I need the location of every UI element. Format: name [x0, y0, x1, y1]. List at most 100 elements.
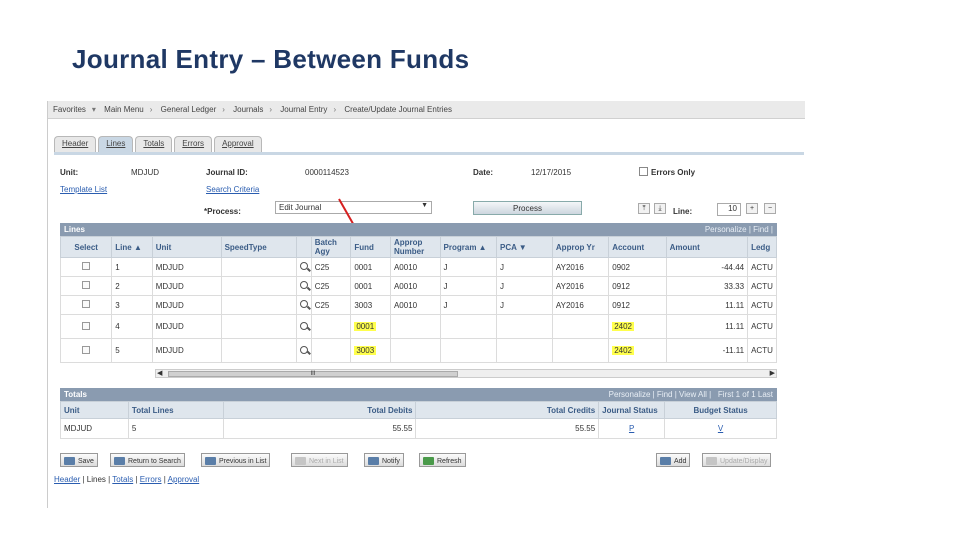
magnifier-lookup-icon[interactable]	[299, 345, 308, 354]
col-line[interactable]: Line ▲	[111, 236, 153, 258]
add-button[interactable]: Add	[656, 453, 691, 467]
row-select-checkbox[interactable]	[82, 262, 91, 270]
table-row[interactable]: 2 MDJUD C25 0001 A0010 J J AY2016 0912 33.33 ACTU	[59, 276, 777, 296]
search-criteria-link[interactable]: Search Criteria	[206, 185, 260, 194]
journal-status-link[interactable]: P	[598, 418, 666, 439]
unit-value: MDJUD	[155, 346, 184, 355]
select-cell	[59, 257, 113, 277]
next-in-list-button: Next in List	[291, 453, 348, 467]
breadcrumb-create-update[interactable]: Create/Update Journal Entries	[344, 105, 452, 114]
footer-link-errors[interactable]: Errors	[139, 475, 162, 484]
template-list-link[interactable]: Template List	[60, 185, 108, 194]
insert-rows-bottom-icon[interactable]: ⤓	[654, 203, 666, 214]
program-value: J	[443, 281, 448, 291]
refresh-button[interactable]: Refresh	[419, 453, 466, 467]
approp-yr-cell: AY2016	[551, 295, 610, 315]
save-button[interactable]: Save	[60, 453, 98, 467]
col-batch-agy[interactable]: Batch Agy	[310, 236, 352, 258]
line-cell: 3	[111, 295, 153, 315]
batch-agy-cell: C25	[310, 276, 352, 296]
ledger-value: ACTU	[751, 300, 773, 310]
breadcrumb-general-ledger[interactable]: General Ledger	[160, 105, 217, 114]
ledger-cell: ACTU	[747, 295, 777, 315]
col-amount[interactable]: Amount	[665, 236, 749, 258]
table-row[interactable]: 1 MDJUD C25 0001 A0010 J J AY2016 0902 -44.44 ACTU	[59, 257, 777, 277]
col-fund[interactable]: Fund	[350, 236, 391, 258]
ledger-cell: ACTU	[747, 314, 777, 339]
totals-col-total-debits: Total Debits	[222, 401, 417, 419]
delete-line-icon[interactable]: −	[764, 203, 776, 214]
totals-section-bar: Totals Personalize | Find | View All | F…	[60, 388, 777, 401]
notify-button[interactable]: Notify	[364, 453, 404, 467]
fund-value: 3003	[354, 300, 373, 310]
row-select-checkbox[interactable]	[82, 281, 91, 289]
batch-agy-cell: C25	[310, 257, 352, 277]
totals-col-journal-status: Journal Status	[598, 401, 666, 419]
col-unit[interactable]: Unit	[151, 236, 222, 258]
table-row[interactable]: 5 MDJUD 3003 2402 -11.11 ACTU	[59, 338, 777, 363]
magnifier-lookup-icon[interactable]	[299, 281, 308, 289]
approp-yr-cell	[551, 314, 610, 339]
magnifier-lookup-icon[interactable]	[299, 321, 308, 330]
process-select[interactable]: Edit Journal ▼	[275, 201, 432, 214]
previous-in-list-button[interactable]: Previous in List	[201, 453, 271, 467]
horizontal-scrollbar[interactable]: ◀ III ▶	[155, 369, 777, 378]
magnifier-lookup-icon[interactable]	[299, 262, 308, 270]
col-approp-yr[interactable]: Approp Yr	[551, 236, 610, 258]
table-row[interactable]: 4 MDJUD 0001 2402 11.11 ACTU	[59, 314, 777, 339]
unit-value: MDJUD	[155, 300, 184, 310]
speedtype-cell	[220, 295, 297, 315]
errors-only-checkbox[interactable]	[639, 167, 648, 176]
unit-cell: MDJUD	[151, 257, 222, 277]
col-program[interactable]: Program ▲	[439, 236, 497, 258]
footer-link-totals[interactable]: Totals	[112, 475, 134, 484]
footer-link-header[interactable]: Header	[54, 475, 81, 484]
line-cell: 5	[111, 338, 153, 363]
select-cell	[59, 276, 113, 296]
scroll-right-icon[interactable]: ▶	[769, 370, 775, 377]
row-select-checkbox[interactable]	[82, 345, 91, 354]
speedtype-cell	[220, 257, 297, 277]
approp-yr-cell: AY2016	[551, 257, 610, 277]
col-account[interactable]: Account	[608, 236, 667, 258]
scroll-left-icon[interactable]: ◀	[157, 370, 163, 377]
footer-link-approval[interactable]: Approval	[167, 475, 200, 484]
line-count-input[interactable]: 10	[717, 203, 741, 216]
add-line-icon[interactable]: +	[746, 203, 758, 214]
col-ledger[interactable]: Ledg	[747, 236, 777, 258]
magnifier-lookup-icon[interactable]	[299, 300, 308, 308]
col-pca[interactable]: PCA ▼	[495, 236, 553, 258]
col-speedtype[interactable]: SpeedType	[220, 236, 297, 258]
row-select-checkbox[interactable]	[82, 321, 91, 330]
fund-cell: 0001	[350, 276, 391, 296]
ledger-cell: ACTU	[747, 257, 777, 277]
breadcrumb-journal-entry[interactable]: Journal Entry	[280, 105, 328, 114]
insert-rows-top-icon[interactable]: ⤒	[638, 203, 650, 214]
totals-toolbar[interactable]: Personalize | Find | View All |	[608, 390, 712, 399]
amount-value: 33.33	[724, 281, 745, 291]
table-row[interactable]: 3 MDJUD C25 3003 A0010 J J AY2016 0912 11.11 ACTU	[59, 295, 777, 315]
col-approp-number[interactable]: Approp Number	[389, 236, 441, 258]
tab-totals[interactable]: Totals	[135, 136, 173, 152]
lines-toolbar[interactable]: Personalize | Find |	[704, 225, 773, 234]
line-value: 4	[115, 322, 120, 331]
breadcrumb-journals[interactable]: Journals	[233, 105, 264, 114]
approp-yr-cell	[551, 338, 610, 363]
return-to-search-button[interactable]: Return to Search	[110, 453, 185, 467]
amount-cell: 11.11	[665, 314, 749, 339]
breadcrumb-main-menu[interactable]: Main Menu	[104, 105, 144, 114]
tab-header[interactable]: Header	[54, 136, 97, 152]
scrollbar-thumb[interactable]: III	[168, 371, 458, 377]
totals-nav[interactable]: First 1 of 1 Last	[717, 390, 773, 399]
tab-approval[interactable]: Approval	[214, 136, 262, 152]
tab-errors[interactable]: Errors	[174, 136, 213, 152]
lines-grid: Select Line ▲ Unit SpeedType Batch Agy F…	[59, 236, 777, 363]
budget-status-link[interactable]: V	[664, 418, 777, 439]
approp-cell	[389, 314, 441, 339]
speedtype-cell	[220, 276, 297, 296]
process-button[interactable]: Process	[473, 201, 582, 215]
tab-lines[interactable]: Lines	[98, 136, 134, 152]
breadcrumb-favorites[interactable]: Favorites	[53, 105, 86, 114]
select-cell	[59, 295, 113, 315]
row-select-checkbox[interactable]	[82, 300, 91, 308]
